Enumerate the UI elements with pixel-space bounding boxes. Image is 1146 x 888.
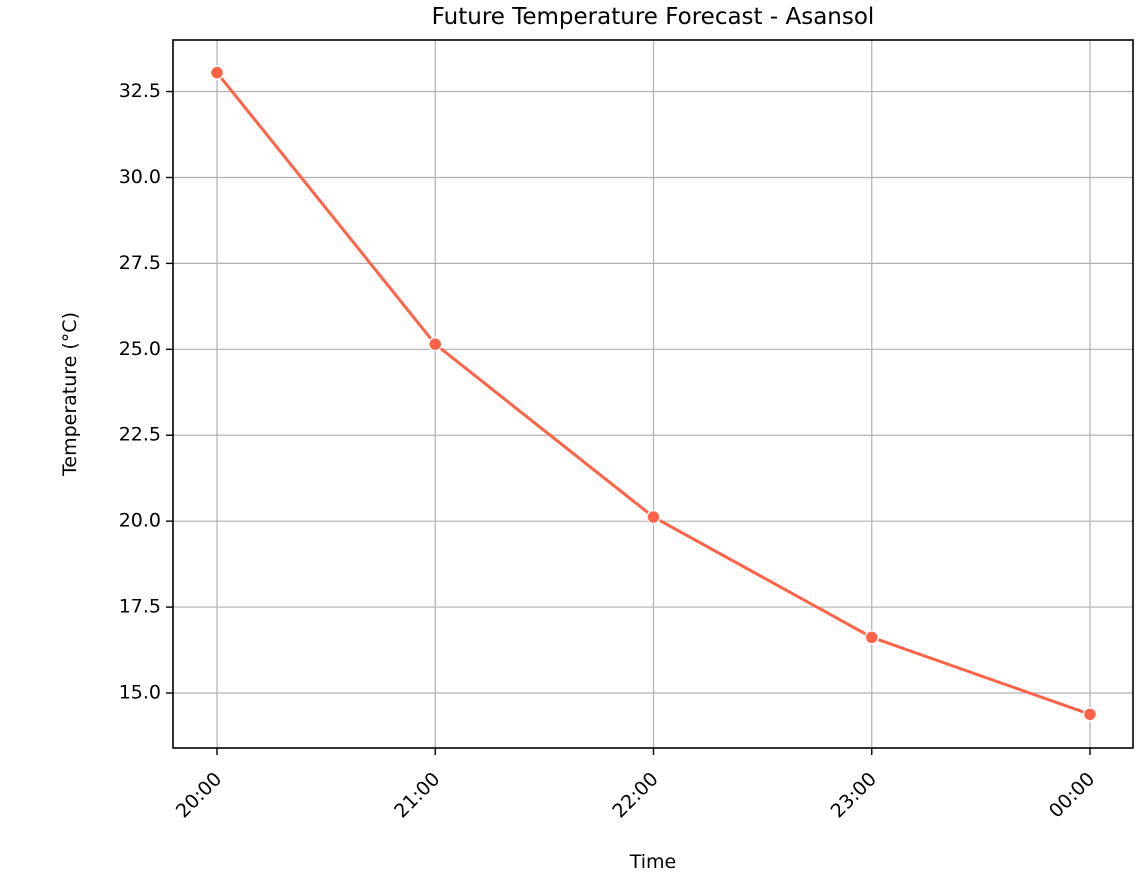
data-point-marker	[1082, 707, 1098, 722]
x-tick-label: 22:00	[608, 768, 662, 822]
grid-lines	[173, 40, 1133, 748]
data-point-marker	[864, 630, 879, 645]
data-point-marker	[428, 336, 443, 352]
data-point-marker	[209, 65, 225, 80]
data-point-marker	[646, 509, 661, 525]
x-tick-label: 00:00	[1045, 768, 1099, 822]
x-tick-label: 23:00	[827, 768, 881, 822]
y-tick-label: 25.0	[119, 338, 161, 360]
x-axis-label: Time	[629, 851, 677, 873]
x-tick-label: 20:00	[172, 768, 226, 822]
x-tick-label: 21:00	[390, 768, 444, 822]
y-tick-label: 20.0	[119, 510, 161, 532]
y-tick-label: 32.5	[119, 80, 161, 102]
y-tick-label: 17.5	[119, 596, 161, 618]
chart-title: Future Temperature Forecast - Asansol	[432, 4, 875, 30]
y-tick-label: 22.5	[119, 424, 161, 446]
y-tick-label: 30.0	[119, 166, 161, 188]
series-layer	[209, 65, 1098, 722]
axis-ticks: 20:00 21:00 22:00 23:00 00:00 15.0 17.5 20.0 22.…	[119, 80, 1099, 822]
y-axis-label: Temperature (°C)	[59, 312, 81, 477]
y-tick-label: 15.0	[119, 682, 161, 704]
y-tick-label: 27.5	[119, 252, 161, 274]
